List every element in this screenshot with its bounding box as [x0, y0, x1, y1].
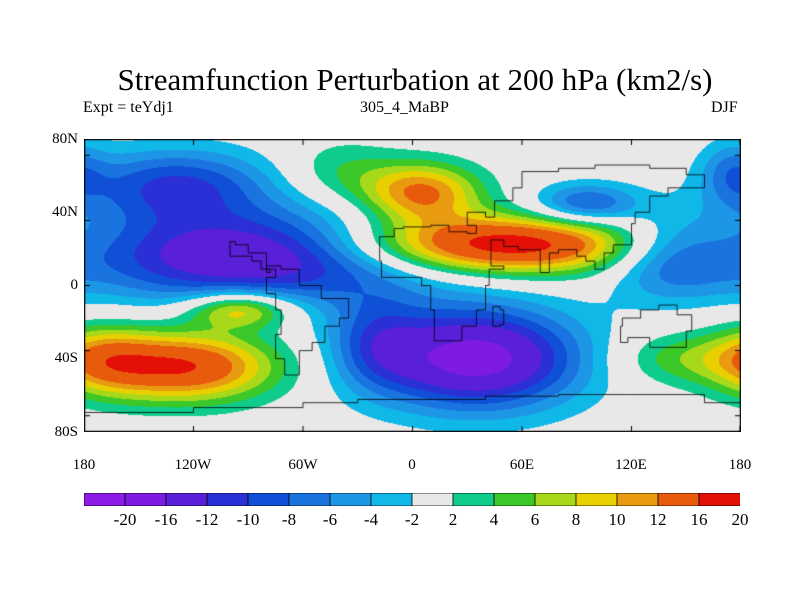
- colorbar-label: -6: [322, 510, 338, 529]
- colorbar-swatch: [329, 493, 372, 506]
- colorbar-label: 6: [530, 510, 540, 529]
- y-tick-80s: 80S: [54, 424, 78, 440]
- colorbar-label: 2: [448, 510, 458, 529]
- x-tick-120w: 120W: [174, 457, 212, 473]
- colorbar-label: 20: [731, 510, 749, 529]
- colorbar-swatch: [124, 493, 167, 506]
- colorbar-swatch: [534, 493, 577, 506]
- colorbar-swatch: [84, 493, 126, 506]
- case-label: 305_4_MaBP: [360, 99, 449, 116]
- colorbar-label: -2: [404, 510, 420, 529]
- y-tick-40s: 40S: [54, 350, 78, 366]
- season-label: DJF: [711, 99, 738, 116]
- x-tick-120e: 120E: [615, 457, 647, 473]
- colorbar-label: -16: [154, 510, 178, 529]
- y-tick-80n: 80N: [52, 131, 78, 147]
- colorbar-label: -10: [236, 510, 260, 529]
- y-tick-0: 0: [70, 277, 79, 293]
- x-tick-180e: 180: [728, 457, 752, 473]
- x-tick-0: 0: [408, 457, 416, 473]
- x-tick-60w: 60W: [288, 457, 318, 473]
- colorbar-label: -4: [363, 510, 379, 529]
- experiment-label: Expt = teYdj1: [83, 99, 174, 116]
- colorbar-swatch: [165, 493, 208, 506]
- colorbar-label: -12: [195, 510, 219, 529]
- colorbar-label: 8: [571, 510, 581, 529]
- colorbar-swatch: [206, 493, 249, 506]
- colorbar-label: 10: [608, 510, 626, 529]
- colorbar-label: 16: [690, 510, 708, 529]
- colorbar-label: 12: [649, 510, 667, 529]
- x-tick-180w: 180: [72, 457, 96, 473]
- colorbar-swatch: [247, 493, 290, 506]
- colorbar-swatch: [698, 493, 740, 506]
- streamfunction-map: [84, 139, 741, 432]
- colorbar-swatch: [657, 493, 700, 506]
- y-tick-40n: 40N: [52, 204, 78, 220]
- colorbar-label: -20: [113, 510, 137, 529]
- colorbar-swatch: [616, 493, 659, 506]
- colorbar-swatch: [411, 493, 454, 506]
- colorbar-label: 4: [489, 510, 499, 529]
- plot-title: Streamfunction Perturbation at 200 hPa (…: [117, 62, 713, 97]
- colorbar-swatch: [575, 493, 618, 506]
- colorbar-swatch: [370, 493, 413, 506]
- colorbar-swatch: [493, 493, 536, 506]
- colorbar-swatch: [288, 493, 331, 506]
- colorbar-swatch: [452, 493, 495, 506]
- colorbar: [84, 493, 740, 506]
- colorbar-label: -8: [281, 510, 297, 529]
- x-tick-60e: 60E: [509, 457, 535, 473]
